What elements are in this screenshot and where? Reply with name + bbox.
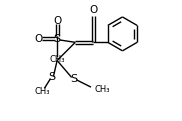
Text: S: S (54, 34, 61, 44)
Text: O: O (53, 16, 61, 26)
Text: CH₃: CH₃ (94, 85, 110, 94)
Text: S: S (70, 74, 78, 84)
Text: S: S (49, 72, 56, 82)
Text: O: O (89, 5, 98, 15)
Text: O: O (35, 34, 43, 44)
Text: CH₃: CH₃ (35, 87, 50, 96)
Text: CH₃: CH₃ (49, 55, 65, 64)
